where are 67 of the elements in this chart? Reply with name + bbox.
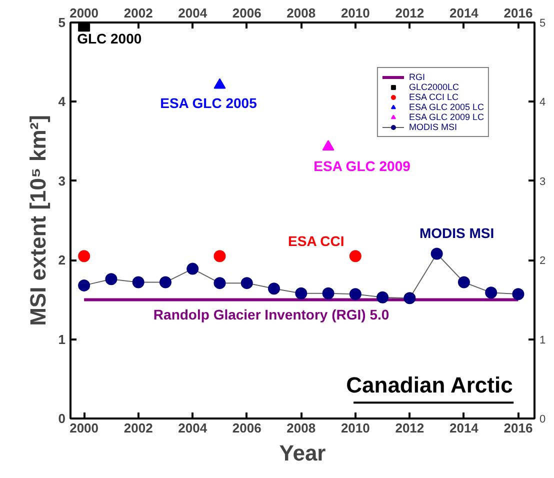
x-tick-label: 2004 — [178, 6, 208, 20]
point — [430, 248, 443, 260]
point — [132, 276, 144, 288]
x-tick-label: 2002 — [124, 6, 153, 20]
x-tick-label: 2016 — [504, 6, 533, 20]
x2-tick-label: 2000 — [70, 420, 99, 436]
y2-tick-label: 2 — [540, 255, 546, 268]
y2-tick-label: 1 — [540, 334, 546, 346]
point — [186, 262, 199, 275]
y-tick-label: 5 — [58, 15, 66, 30]
point — [349, 250, 362, 262]
y-tick-label: 2 — [58, 252, 66, 268]
point — [159, 276, 172, 288]
point — [78, 279, 90, 292]
x-tick-label: 2012 — [395, 6, 424, 20]
x2-tick-label: 2004 — [178, 420, 208, 436]
point — [78, 250, 90, 262]
annotation: ESA CCI — [288, 233, 344, 250]
x-tick-label: 2000 — [70, 6, 99, 20]
annotation: ESA GLC 2009 — [314, 158, 411, 174]
point — [404, 292, 416, 304]
y-tick-label: 3 — [58, 173, 66, 188]
x2-tick-label: 2002 — [124, 420, 153, 436]
y2-tick-label: 3 — [540, 176, 546, 188]
annotation: MODIS MSI — [419, 224, 494, 241]
x2-tick-label: 2014 — [449, 420, 480, 436]
annotation: GLC 2000 — [77, 30, 142, 47]
y-tick-label: 4 — [58, 94, 66, 110]
y2-tick-label: 4 — [540, 96, 546, 109]
y-axis-title: MSI extent [10⁵ km²] — [25, 115, 50, 326]
point — [376, 291, 389, 304]
point — [458, 276, 470, 288]
point — [105, 273, 118, 286]
x2-tick-label: 2012 — [395, 420, 424, 436]
point — [485, 286, 498, 299]
point — [322, 140, 334, 151]
legend-label: MODIS MSI — [408, 122, 457, 132]
point — [512, 288, 524, 300]
annotation: ESA GLC 2005 — [160, 95, 258, 112]
point — [268, 282, 280, 295]
text: Canadian Arctic — [346, 372, 513, 398]
y2-tick-label: 5 — [540, 18, 546, 30]
point — [214, 277, 226, 290]
x2-tick-label: 2016 — [504, 420, 533, 436]
x-tick-label: 2014 — [449, 6, 480, 20]
x-tick-label: 2008 — [286, 6, 316, 20]
legend-label: GLC2000LC — [408, 82, 459, 92]
y-tick-label: 0 — [58, 411, 66, 426]
point — [349, 288, 362, 300]
x-tick-label: 2010 — [340, 6, 370, 20]
x-tick-label: 2006 — [232, 6, 262, 20]
annotation: Randolp Glacier Inventory (RGI) 5.0 — [153, 306, 390, 323]
point — [295, 287, 308, 300]
x2-tick-label: 2006 — [232, 420, 262, 436]
x2-tick-label: 2010 — [340, 420, 370, 436]
point — [214, 78, 226, 89]
y-tick-label: 1 — [58, 332, 66, 347]
y2-tick-label: 0 — [540, 414, 546, 426]
point — [322, 287, 334, 300]
legend-label: ESA CCI LC — [408, 92, 458, 102]
legend-label: ESA GLC 2005 LC — [408, 102, 484, 112]
point — [214, 250, 226, 262]
legend-label: RGI — [408, 72, 426, 82]
x2-tick-label: 2008 — [286, 420, 316, 436]
x-axis-title: Year — [279, 440, 326, 466]
legend-label: ESA GLC 2009 LC — [408, 112, 484, 122]
point — [240, 277, 253, 290]
